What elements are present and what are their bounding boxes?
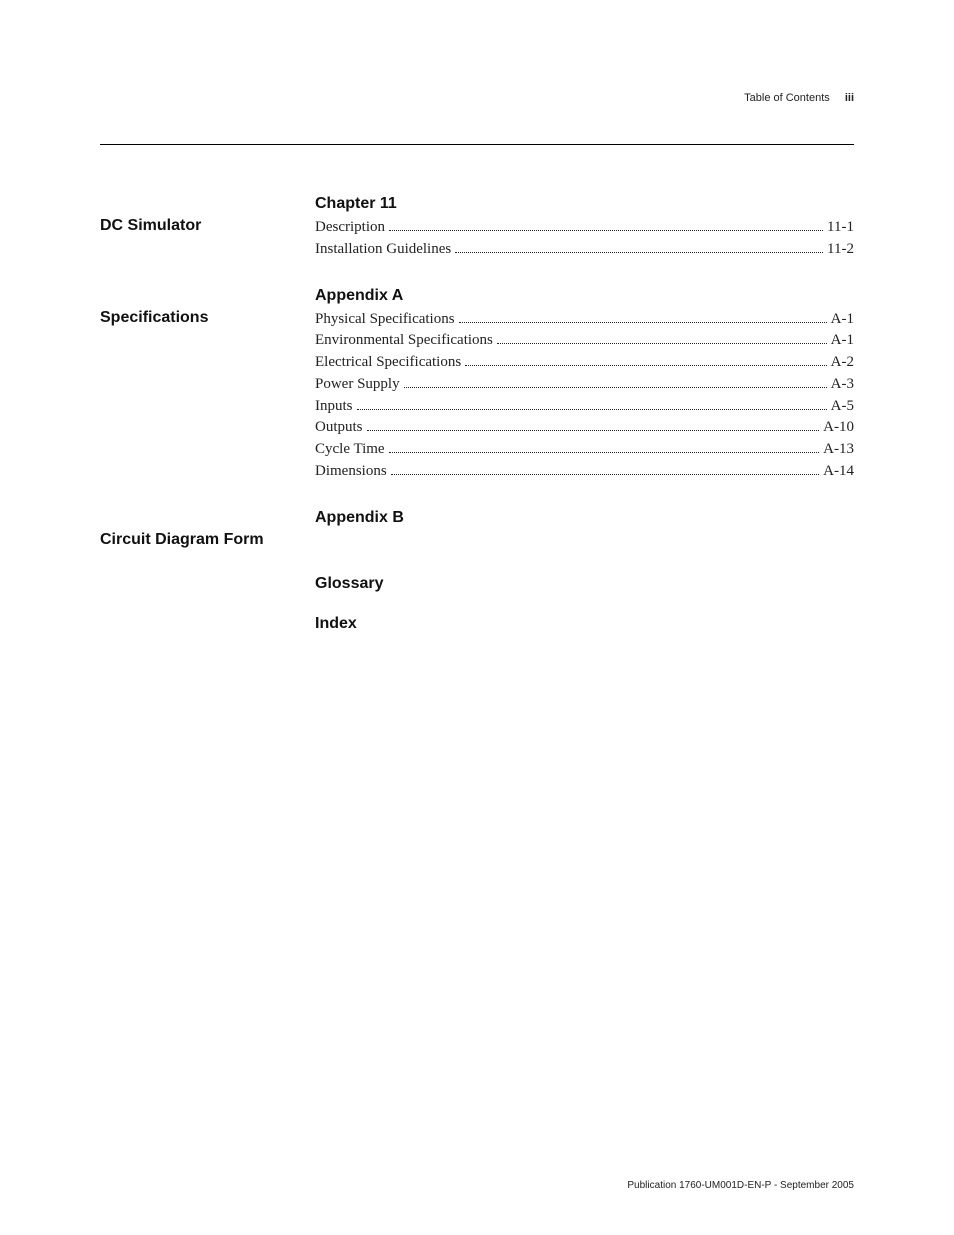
toc-entry-page: 11-2 [827, 239, 854, 261]
toc-entry: Environmental Specifications A-1 [315, 330, 854, 352]
chapter-heading: Chapter 11 [315, 195, 854, 213]
toc-entry-page: 11-1 [827, 217, 854, 239]
toc-section: Circuit Diagram FormAppendix B [100, 509, 854, 549]
toc-entry-label: Installation Guidelines [315, 239, 451, 261]
toc-entry: Description 11-1 [315, 217, 854, 239]
dot-leader [455, 252, 823, 253]
section-title: DC Simulator [100, 217, 315, 235]
toc-entry-label: Inputs [315, 396, 353, 418]
section-left-column: Specifications [100, 287, 315, 483]
section-title: Circuit Diagram Form [100, 531, 315, 549]
header-page-number: iii [845, 92, 854, 104]
toc-container: DC SimulatorChapter 11Description 11-1In… [100, 195, 854, 549]
section-right-column: Appendix B [315, 509, 854, 549]
toc-entry: Installation Guidelines 11-2 [315, 239, 854, 261]
running-header: Table of Contents iii [100, 92, 854, 122]
dot-leader [357, 409, 827, 410]
toc-entry: Cycle Time A-13 [315, 439, 854, 461]
back-matter-heading: Glossary [315, 575, 854, 593]
header-rule [100, 144, 854, 145]
toc-entry: Electrical Specifications A-2 [315, 352, 854, 374]
toc-entry: Outputs A-10 [315, 417, 854, 439]
toc-entry-label: Electrical Specifications [315, 352, 461, 374]
section-left-column: DC Simulator [100, 195, 315, 261]
dot-leader [389, 452, 820, 453]
dot-leader [391, 474, 820, 475]
toc-entry-page: A-1 [831, 330, 854, 352]
dot-leader [465, 365, 826, 366]
toc-entry-label: Environmental Specifications [315, 330, 493, 352]
toc-entry-page: A-13 [823, 439, 854, 461]
header-label: Table of Contents [744, 92, 830, 104]
back-matter-heading: Index [315, 615, 854, 633]
toc-entry-page: A-14 [823, 461, 854, 483]
toc-entry-label: Outputs [315, 417, 363, 439]
back-matter: Glossary Index [315, 575, 854, 633]
dot-leader [389, 230, 823, 231]
toc-entry-page: A-3 [831, 374, 854, 396]
toc-entry: Power Supply A-3 [315, 374, 854, 396]
toc-entry-label: Cycle Time [315, 439, 385, 461]
footer-publication: Publication 1760-UM001D-EN-P - September… [627, 1180, 854, 1191]
chapter-heading: Appendix A [315, 287, 854, 305]
toc-entry: Physical Specifications A-1 [315, 309, 854, 331]
dot-leader [459, 322, 827, 323]
toc-entry: Dimensions A-14 [315, 461, 854, 483]
toc-entry-page: A-1 [831, 309, 854, 331]
toc-entry: Inputs A-5 [315, 396, 854, 418]
toc-section: DC SimulatorChapter 11Description 11-1In… [100, 195, 854, 261]
dot-leader [404, 387, 827, 388]
dot-leader [497, 343, 827, 344]
toc-entry-label: Physical Specifications [315, 309, 455, 331]
toc-entry-label: Description [315, 217, 385, 239]
toc-entry-label: Dimensions [315, 461, 387, 483]
toc-entry-page: A-10 [823, 417, 854, 439]
toc-entry-label: Power Supply [315, 374, 400, 396]
toc-entry-page: A-5 [831, 396, 854, 418]
dot-leader [367, 430, 820, 431]
chapter-heading: Appendix B [315, 509, 854, 527]
section-title: Specifications [100, 309, 315, 327]
section-right-column: Appendix APhysical Specifications A-1Env… [315, 287, 854, 483]
section-left-column: Circuit Diagram Form [100, 509, 315, 549]
section-right-column: Chapter 11Description 11-1Installation G… [315, 195, 854, 261]
toc-section: SpecificationsAppendix A Physical Specifi… [100, 287, 854, 483]
toc-entry-page: A-2 [831, 352, 854, 374]
header-text: Table of Contents iii [744, 92, 854, 104]
